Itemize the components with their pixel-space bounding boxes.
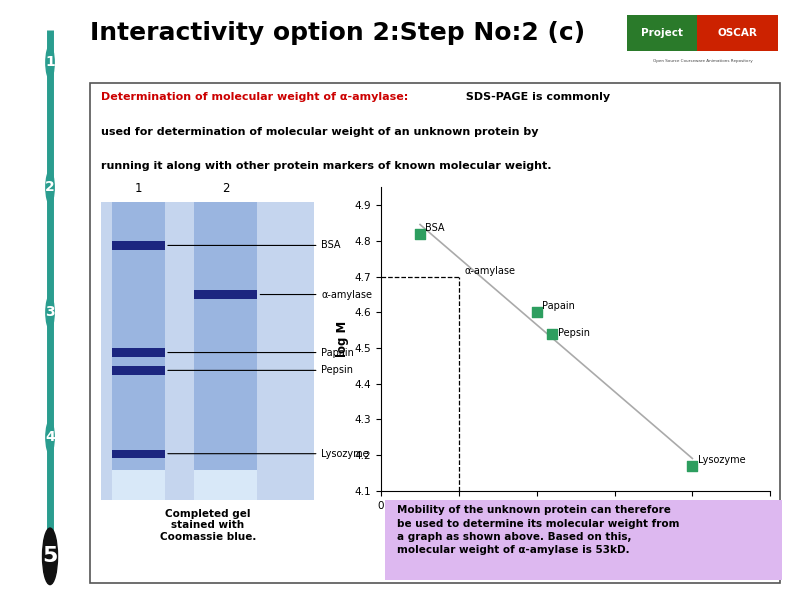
FancyBboxPatch shape	[112, 242, 165, 249]
FancyBboxPatch shape	[112, 202, 165, 500]
Ellipse shape	[43, 528, 57, 584]
Text: Project: Project	[641, 28, 683, 37]
Text: α-amylase: α-amylase	[464, 265, 515, 275]
Text: running it along with other protein markers of known molecular weight.: running it along with other protein mark…	[101, 161, 552, 171]
Text: BSA: BSA	[168, 240, 341, 250]
Point	[686, 461, 699, 471]
Text: Interactivity option 2:Step No:2 (c): Interactivity option 2:Step No:2 (c)	[91, 21, 586, 45]
Text: 5: 5	[42, 546, 58, 566]
Text: used for determination of molecular weight of an unknown protein by: used for determination of molecular weig…	[101, 127, 538, 137]
Ellipse shape	[46, 46, 54, 79]
FancyBboxPatch shape	[627, 15, 696, 51]
Point	[414, 229, 426, 239]
Point	[530, 308, 543, 317]
Text: Lysozyme: Lysozyme	[168, 449, 369, 459]
Ellipse shape	[46, 296, 54, 328]
Text: BSA: BSA	[426, 223, 445, 233]
Y-axis label: log M: log M	[336, 321, 349, 357]
FancyBboxPatch shape	[385, 500, 782, 580]
FancyBboxPatch shape	[112, 366, 165, 375]
Text: Pepsin: Pepsin	[557, 328, 590, 338]
Ellipse shape	[46, 421, 54, 453]
Text: Completed gel
stained with
Coomassie blue.: Completed gel stained with Coomassie blu…	[160, 509, 256, 542]
Text: Determination of molecular weight of α-amylase:: Determination of molecular weight of α-a…	[101, 92, 408, 102]
FancyBboxPatch shape	[112, 450, 165, 458]
Text: 1: 1	[135, 182, 142, 195]
Text: Mobility of the unknown protein can therefore
be used to determine its molecular: Mobility of the unknown protein can ther…	[397, 505, 680, 555]
Text: 3: 3	[45, 305, 55, 320]
Text: Papain: Papain	[168, 347, 354, 358]
FancyBboxPatch shape	[194, 202, 257, 500]
Text: 1: 1	[45, 55, 55, 70]
FancyBboxPatch shape	[696, 15, 778, 51]
FancyBboxPatch shape	[112, 470, 165, 500]
Text: Open Source Courseware Animations Repository: Open Source Courseware Animations Reposi…	[653, 59, 753, 62]
Text: 2: 2	[222, 182, 229, 195]
Text: SDS-PAGE is commonly: SDS-PAGE is commonly	[462, 92, 611, 102]
Text: OSCAR: OSCAR	[718, 28, 757, 37]
FancyBboxPatch shape	[194, 470, 257, 500]
FancyBboxPatch shape	[101, 202, 314, 500]
FancyBboxPatch shape	[91, 83, 780, 583]
Text: 4: 4	[45, 430, 55, 444]
FancyBboxPatch shape	[112, 348, 165, 356]
Text: 2: 2	[45, 180, 55, 195]
Ellipse shape	[46, 171, 54, 203]
Text: Lysozyme: Lysozyme	[698, 455, 746, 465]
X-axis label: Relative mobility: Relative mobility	[519, 516, 632, 529]
Text: Pepsin: Pepsin	[168, 365, 353, 375]
FancyBboxPatch shape	[194, 290, 257, 299]
Text: Papain: Papain	[542, 301, 575, 311]
Point	[546, 329, 559, 339]
Text: α-amylase: α-amylase	[260, 290, 372, 299]
